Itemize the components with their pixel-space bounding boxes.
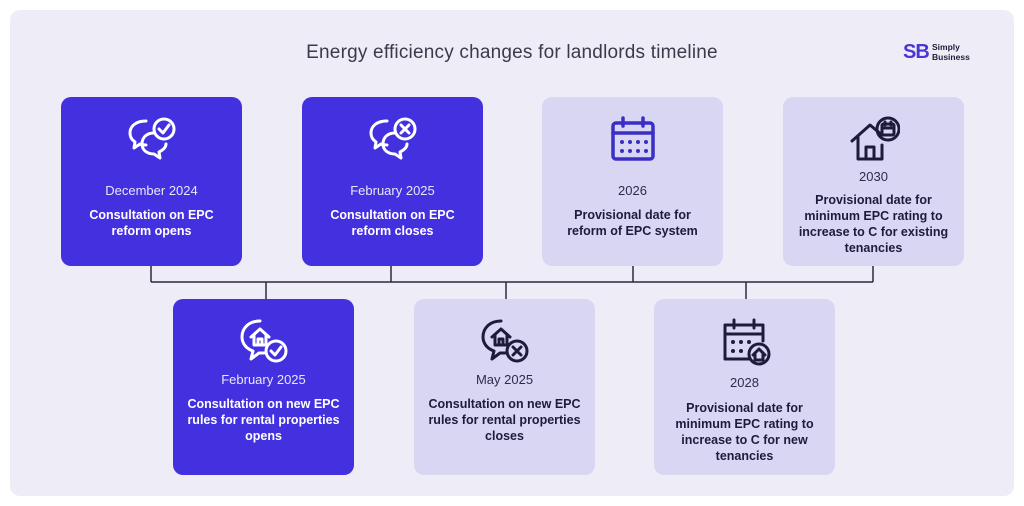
card-description: Provisional date for reform of EPC syste… bbox=[567, 208, 698, 238]
card-description: Consultation on new EPC rules for rental… bbox=[428, 397, 581, 443]
card-date: December 2024 bbox=[105, 183, 198, 198]
card-description: Consultation on new EPC rules for rental… bbox=[187, 397, 340, 443]
timeline-card-2026: 2026 Provisional date for reform of EPC … bbox=[542, 97, 723, 266]
card-date: February 2025 bbox=[221, 372, 306, 387]
card-date: 2028 bbox=[730, 375, 759, 390]
logo-mark: SB bbox=[903, 41, 930, 63]
timeline-card-2030: 2030 Provisional date for minimum EPC ra… bbox=[783, 97, 964, 266]
timeline-card-february-2025: February 2025 Consultation on EPC reform… bbox=[302, 97, 483, 266]
logo-text: Simply Business bbox=[932, 42, 970, 62]
timeline-card-may-2025: May 2025 Consultation on new EPC rules f… bbox=[414, 299, 595, 475]
page-title: Energy efficiency changes for landlords … bbox=[306, 42, 718, 63]
house-bubble-cross-icon bbox=[481, 319, 529, 363]
calendar-house-icon bbox=[723, 318, 771, 366]
timeline-card-2028: 2028 Provisional date for minimum EPC ra… bbox=[654, 299, 835, 475]
timeline-card-december-2024: December 2024 Consultation on EPC reform… bbox=[61, 97, 242, 266]
card-date: 2026 bbox=[618, 183, 647, 198]
calendar-icon bbox=[611, 116, 655, 161]
card-date: 2030 bbox=[859, 169, 888, 184]
card-description: Provisional date for minimum EPC rating … bbox=[675, 401, 814, 463]
card-description: Consultation on EPC reform opens bbox=[89, 208, 214, 238]
timeline-card-february-2025-rental: February 2025 Consultation on new EPC ru… bbox=[173, 299, 354, 475]
logo-text-line2: Business bbox=[932, 52, 970, 62]
card-description: Consultation on EPC reform closes bbox=[330, 208, 455, 238]
card-date: May 2025 bbox=[475, 372, 534, 387]
speech-bubbles-cross-icon bbox=[369, 117, 417, 160]
card-description: Provisional date for minimum EPC rating … bbox=[798, 193, 949, 255]
house-calendar-icon bbox=[850, 116, 900, 161]
speech-bubbles-check-icon bbox=[128, 117, 176, 160]
card-date: February 2025 bbox=[350, 183, 435, 198]
house-bubble-check-icon bbox=[240, 319, 288, 363]
logo-text-line1: Simply bbox=[932, 42, 960, 52]
